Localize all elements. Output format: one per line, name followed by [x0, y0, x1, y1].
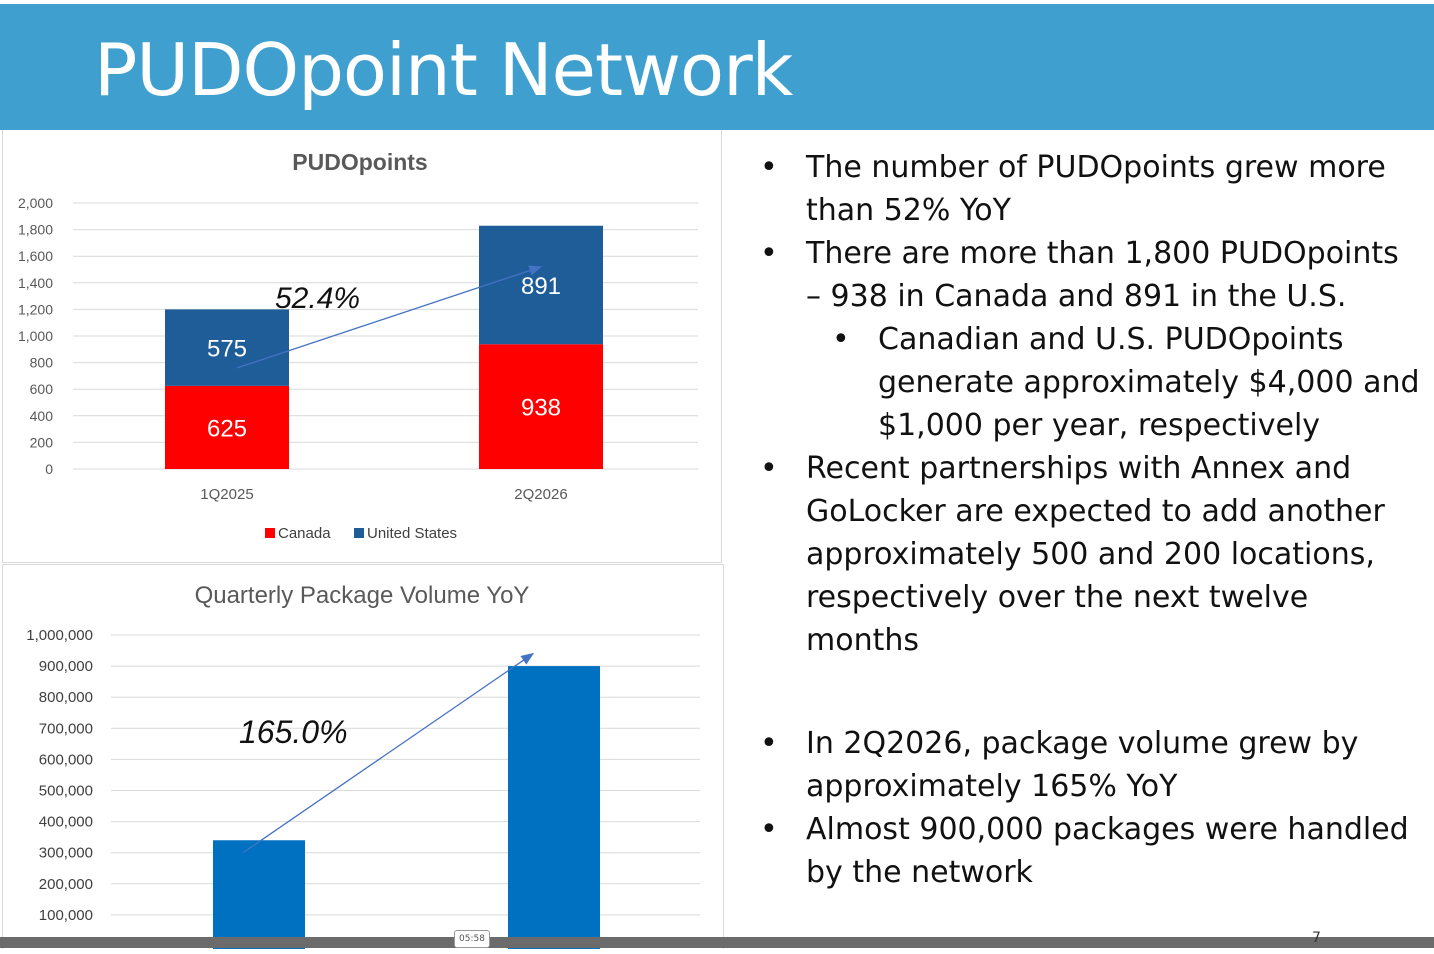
bar-canada — [165, 385, 289, 469]
y-tick-label: 600 — [30, 381, 54, 397]
y-tick-label: 1,600 — [18, 248, 53, 264]
y-tick-label: 2,000 — [18, 195, 53, 211]
legend-swatch — [265, 528, 275, 538]
chart-title: Quarterly Package Volume YoY — [195, 582, 530, 609]
data-label: 575 — [207, 336, 247, 363]
y-tick-label: 800 — [30, 355, 54, 371]
y-tick-label: 900,000 — [39, 658, 93, 675]
bullet-item: Canadian and U.S. PUDOpoints generate ap… — [760, 318, 1420, 447]
y-tick-label: 1,000,000 — [26, 627, 93, 644]
bar-canada — [479, 344, 603, 469]
data-label: 625 — [207, 415, 247, 442]
bullet-list-bottom: In 2Q2026, package volume grew by approx… — [760, 722, 1420, 894]
title-bar: PUDOpoint Network — [0, 4, 1434, 130]
page-number: 7 — [1312, 930, 1321, 946]
x-tick-label: 2Q2026 — [514, 486, 567, 503]
pudopoints-chart-panel: PUDOpoints 0 200 400 600 800 1,000 1,200 1,400 1,… — [2, 130, 722, 563]
y-tick-label: 700,000 — [39, 720, 93, 737]
growth-annotation: 165.0% — [239, 714, 348, 750]
slide-title: PUDOpoint Network — [94, 28, 793, 112]
legend-swatch — [354, 528, 364, 538]
y-tick-label: 1,400 — [18, 275, 53, 291]
y-tick-label: 1,200 — [18, 301, 53, 317]
bar-united-states — [165, 309, 289, 386]
y-tick-label: 100,000 — [39, 907, 93, 924]
x-tick-label: 1Q2025 — [200, 486, 253, 503]
y-tick-label: 0 — [45, 461, 53, 477]
volume-bar — [508, 666, 600, 949]
growth-arrow — [242, 652, 535, 854]
y-tick-label: 600,000 — [39, 751, 93, 768]
growth-annotation: 52.4% — [275, 282, 360, 315]
bar-united-states — [479, 225, 603, 345]
bullet-list-top: The number of PUDOpoints grew more than … — [760, 146, 1420, 662]
growth-arrow — [236, 265, 543, 369]
timestamp-badge: 05:58 — [454, 930, 490, 948]
y-tick-label: 1,800 — [18, 222, 53, 238]
bullet-item: Almost 900,000 packages were handled by … — [760, 808, 1420, 894]
data-label: 938 — [521, 395, 561, 422]
y-tick-label: 800,000 — [39, 689, 93, 706]
legend-label: United States — [367, 525, 457, 542]
y-tick-label: 400,000 — [39, 814, 93, 831]
y-tick-label: 300,000 — [39, 845, 93, 862]
data-label: 891 — [521, 273, 561, 300]
bullet-item: In 2Q2026, package volume grew by approx… — [760, 722, 1420, 808]
bullet-item: The number of PUDOpoints grew more than … — [760, 146, 1420, 232]
y-tick-label: 500,000 — [39, 783, 93, 800]
pudopoints-chart: PUDOpoints 0 200 400 600 800 1,000 1,200 1,400 1,… — [18, 149, 698, 542]
chart-title: PUDOpoints — [292, 149, 427, 175]
bullet-item: There are more than 1,800 PUDOpoints – 9… — [760, 232, 1420, 318]
volume-bar — [213, 840, 305, 949]
bullet-item: Recent partnerships with Annex and GoLoc… — [760, 447, 1420, 662]
legend-label: Canada — [278, 525, 331, 542]
y-tick-label: 200 — [30, 434, 54, 450]
package-volume-chart-panel: Quarterly Package Volume YoY 100,000 200,0… — [2, 564, 724, 949]
y-tick-label: 1,000 — [18, 328, 53, 344]
video-progress-strip[interactable] — [0, 937, 1434, 948]
y-tick-label: 400 — [30, 408, 54, 424]
y-tick-label: 200,000 — [39, 876, 93, 893]
package-volume-chart: Quarterly Package Volume YoY 100,000 200,0… — [26, 582, 700, 949]
